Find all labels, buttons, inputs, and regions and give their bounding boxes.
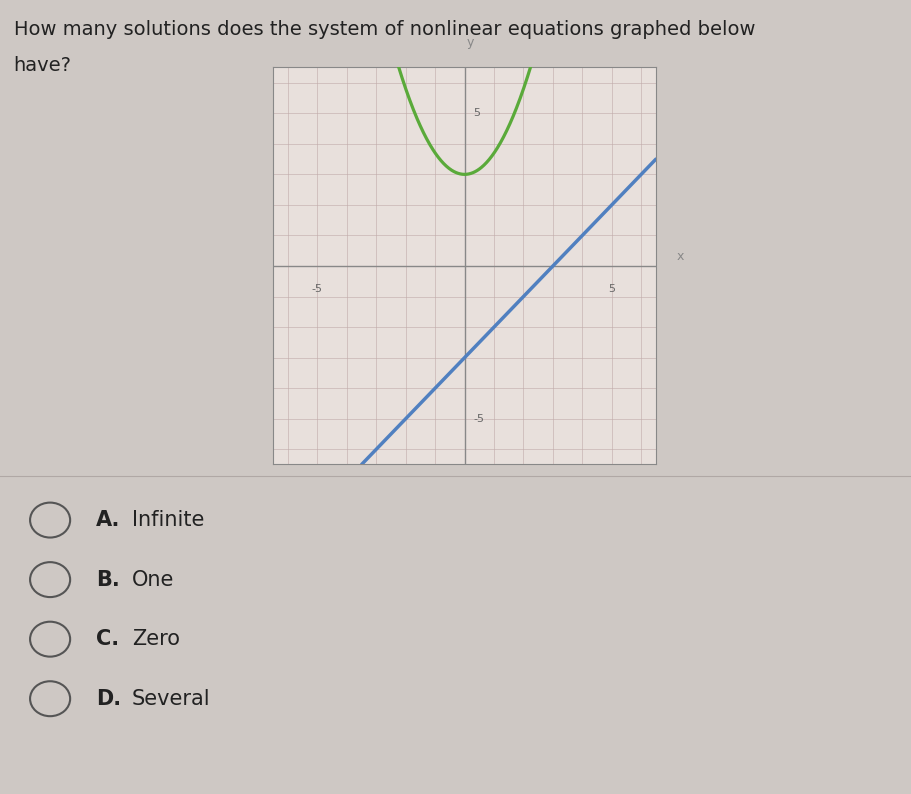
Text: -5: -5 — [474, 414, 485, 424]
Text: Several: Several — [132, 688, 210, 709]
Text: 5: 5 — [474, 108, 480, 118]
Text: x: x — [677, 250, 684, 264]
Text: Zero: Zero — [132, 629, 180, 649]
Text: C.: C. — [96, 629, 118, 649]
Text: One: One — [132, 569, 175, 590]
Text: Infinite: Infinite — [132, 510, 204, 530]
Text: y: y — [466, 37, 475, 49]
Text: D.: D. — [96, 688, 121, 709]
Text: A.: A. — [96, 510, 120, 530]
Text: How many solutions does the system of nonlinear equations graphed below: How many solutions does the system of no… — [14, 20, 755, 39]
Text: -5: -5 — [312, 284, 322, 295]
Text: have?: have? — [14, 56, 72, 75]
Text: B.: B. — [96, 569, 119, 590]
Text: 5: 5 — [609, 284, 615, 295]
